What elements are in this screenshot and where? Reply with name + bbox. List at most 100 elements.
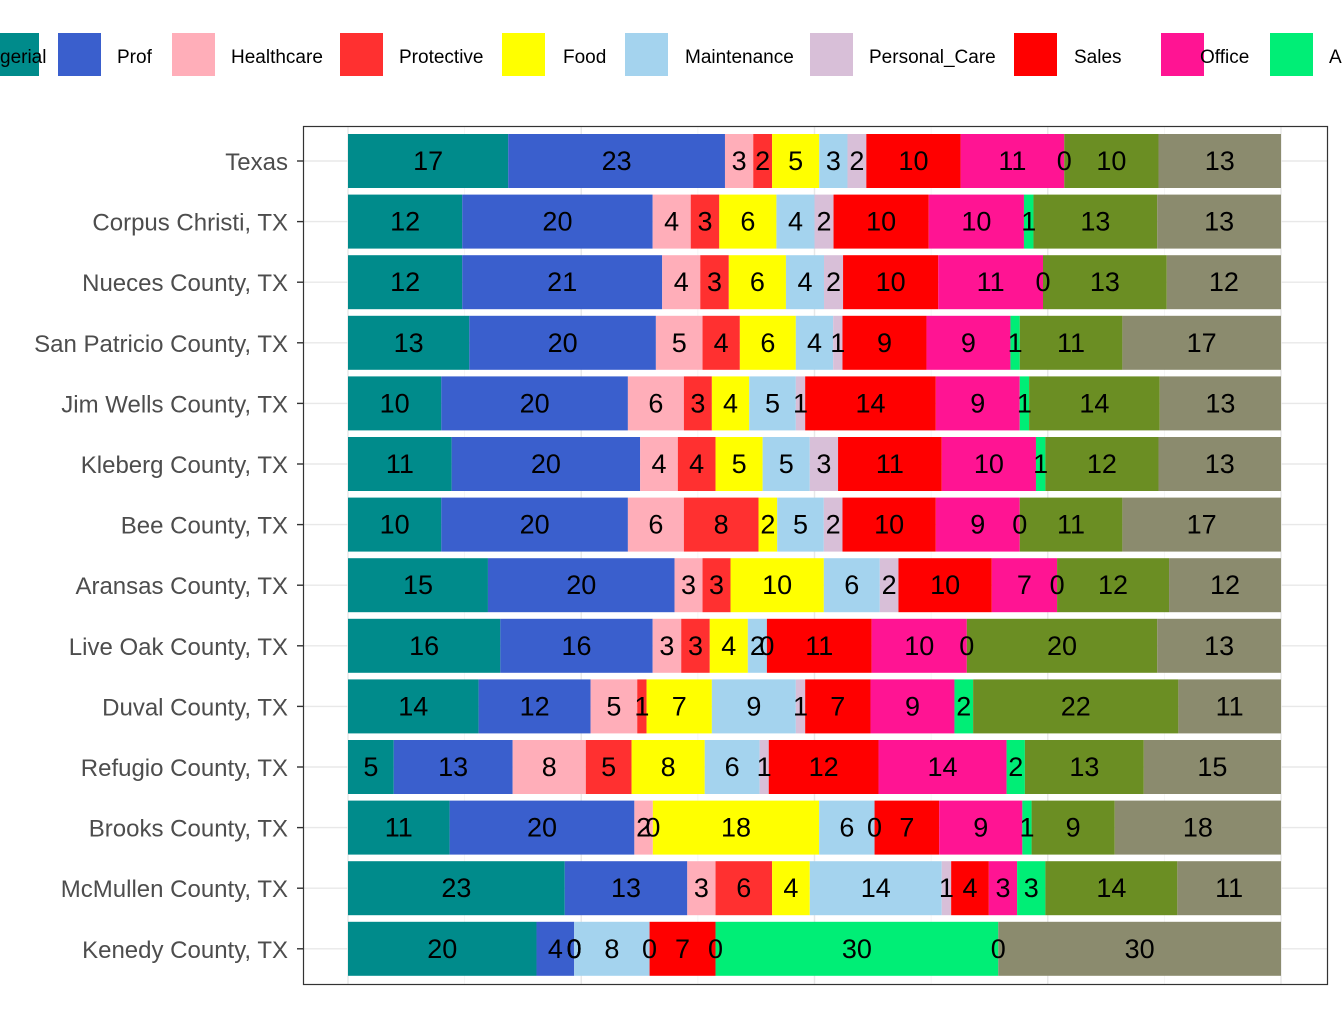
- bar-nueces-county-tx-prof: [462, 255, 663, 310]
- data-label: 11: [386, 449, 414, 479]
- data-label: 13: [1090, 267, 1120, 297]
- data-label: 13: [1204, 631, 1234, 661]
- bar-mcmullen-county-tx-a: [1017, 861, 1046, 916]
- data-label: 16: [409, 631, 439, 661]
- data-label: 9: [877, 328, 892, 358]
- data-label: 4: [651, 449, 666, 479]
- data-label: 12: [1209, 267, 1239, 297]
- data-label: 1: [939, 873, 954, 903]
- data-label: 3: [659, 631, 674, 661]
- data-label: 6: [844, 570, 859, 600]
- legend-key-sales: [1014, 33, 1057, 76]
- legend-key-office: [1161, 33, 1204, 76]
- bar-san-patricio-county-tx-series-12: [1122, 315, 1281, 370]
- data-label: 4: [807, 328, 822, 358]
- bar-kleberg-county-tx-prof: [451, 437, 641, 491]
- bar-texas-gerial: [348, 134, 509, 188]
- y-tick-label: Brooks County, TX: [89, 816, 288, 843]
- data-label: 2: [826, 267, 841, 297]
- bar-texas-office: [960, 134, 1065, 188]
- bar-san-patricio-county-tx-protective: [702, 315, 740, 370]
- data-label: 2: [750, 631, 765, 661]
- data-label: 12: [1087, 449, 1117, 479]
- bar-aransas-county-tx-prof: [487, 558, 675, 613]
- data-label: 14: [398, 691, 428, 721]
- bar-nueces-county-tx-food: [728, 255, 786, 310]
- data-label: 11: [1215, 873, 1243, 903]
- data-label: 5: [793, 510, 808, 540]
- data-label: 15: [1197, 752, 1227, 782]
- data-label: 4: [783, 873, 798, 903]
- bar-texas-protective: [753, 134, 773, 188]
- y-tick-label: McMullen County, TX: [61, 876, 288, 903]
- bar-mcmullen-county-tx-sales: [951, 861, 989, 916]
- data-label: 0: [1057, 146, 1072, 176]
- bar-san-patricio-county-tx-food: [739, 315, 796, 370]
- bar-corpus-christi-tx-healthcare: [652, 194, 691, 249]
- data-label: 20: [566, 570, 596, 600]
- bar-corpus-christi-tx-food: [719, 194, 777, 249]
- data-label: 14: [861, 873, 891, 903]
- bar-jim-wells-county-tx-prof: [441, 376, 628, 431]
- data-label: 0: [1035, 267, 1050, 297]
- bar-refugio-county-tx-series-12: [1143, 740, 1281, 794]
- bar-mcmullen-county-tx-maintenance: [809, 861, 942, 916]
- bar-corpus-christi-tx-series-12: [1157, 194, 1281, 249]
- y-tick-label: Nueces County, TX: [82, 270, 288, 297]
- data-label: 22: [1061, 691, 1091, 721]
- data-label: 1: [1017, 388, 1032, 418]
- data-label: 20: [548, 328, 578, 358]
- bar-kleberg-county-tx-series-11: [1045, 437, 1159, 491]
- y-tick-label: Texas: [225, 149, 288, 176]
- bar-live-oak-county-tx-protective: [681, 618, 710, 673]
- bar-aransas-county-tx-protective: [702, 558, 731, 613]
- data-label: 3: [697, 207, 712, 237]
- bar-brooks-county-tx-food: [652, 800, 820, 855]
- bar-nueces-county-tx-healthcare: [662, 255, 701, 310]
- data-label: 6: [648, 510, 663, 540]
- data-label: 23: [602, 146, 632, 176]
- data-label: 13: [1205, 146, 1235, 176]
- bar-refugio-county-tx-office: [878, 740, 1007, 794]
- bar-texas-prof: [508, 134, 725, 188]
- legend-label-prof: Prof: [117, 47, 153, 68]
- data-label: 11: [977, 267, 1005, 297]
- bar-aransas-county-tx-series-11: [1057, 558, 1170, 613]
- plot-border: [302, 125, 1329, 986]
- bar-refugio-county-tx-protective: [585, 740, 632, 794]
- bar-brooks-county-tx-series-12: [1114, 800, 1281, 855]
- data-label: 11: [1057, 328, 1085, 358]
- data-label: 8: [714, 510, 729, 540]
- bar-duval-county-tx-office: [870, 679, 955, 734]
- y-tick-label: Bee County, TX: [121, 513, 288, 540]
- data-label: 2: [849, 146, 864, 176]
- bar-kenedy-county-tx-a: [715, 921, 999, 976]
- data-label: 1: [1008, 328, 1023, 358]
- data-label: 1: [1019, 813, 1034, 843]
- data-label: 1: [757, 752, 772, 782]
- data-label: 3: [732, 146, 747, 176]
- data-label: 5: [606, 691, 621, 721]
- bar-kenedy-county-tx-series-12: [998, 921, 1281, 976]
- legend-key-food: [502, 33, 545, 76]
- bar-nueces-county-tx-personal-care: [824, 255, 844, 310]
- bar-kenedy-county-tx-prof: [536, 921, 575, 976]
- bar-kenedy-county-tx-sales: [649, 921, 716, 976]
- bar-live-oak-county-tx-series-11: [966, 618, 1158, 673]
- legend-label-healthcare: Healthcare: [231, 47, 323, 68]
- data-label: 10: [380, 510, 410, 540]
- bar-duval-county-tx-healthcare: [590, 679, 638, 734]
- bar-san-patricio-county-tx-office: [926, 315, 1011, 370]
- data-label: 10: [930, 570, 960, 600]
- data-label: 18: [1183, 813, 1213, 843]
- data-label: 6: [648, 388, 663, 418]
- legend-label-protective: Protective: [399, 47, 483, 68]
- bar-brooks-county-tx-a: [1022, 800, 1032, 855]
- legend-label-a: A: [1329, 47, 1342, 68]
- bar-aransas-county-tx-gerial: [348, 558, 488, 613]
- data-label: 0: [567, 934, 582, 964]
- data-label: 3: [707, 267, 722, 297]
- data-label: 6: [750, 267, 765, 297]
- bar-corpus-christi-tx-office: [928, 194, 1024, 249]
- bar-mcmullen-county-tx-series-12: [1177, 861, 1281, 916]
